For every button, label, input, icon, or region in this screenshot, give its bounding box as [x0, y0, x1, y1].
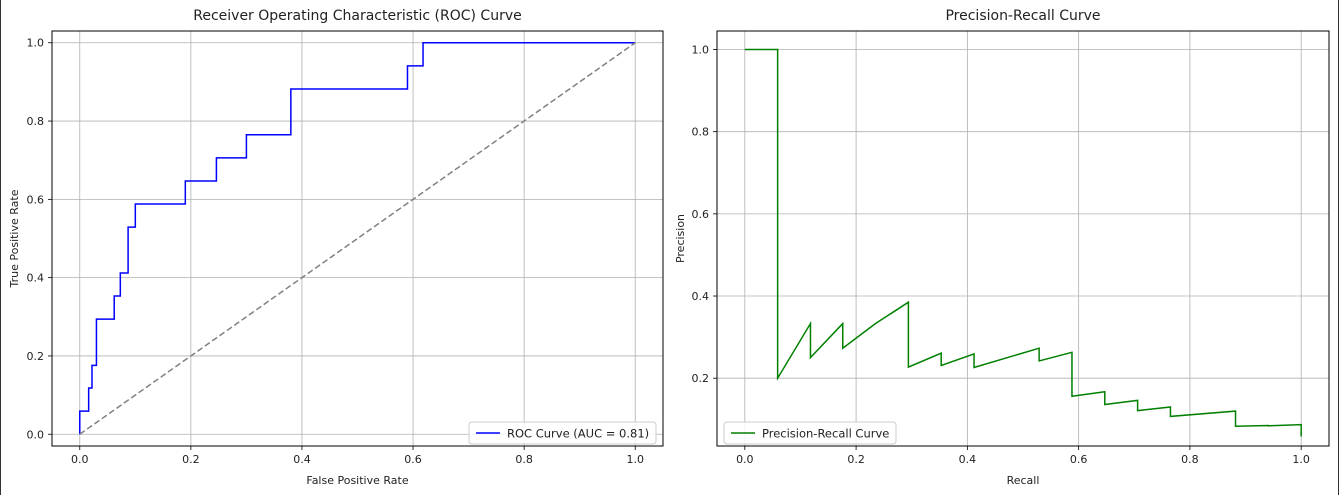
roc-ytick-label: 0.4: [27, 272, 45, 285]
roc-ylabel: True Positive Rate: [8, 189, 21, 288]
pr-ytick-label: 1.0: [692, 43, 710, 56]
pr-legend-label: Precision-Recall Curve: [762, 427, 889, 441]
pr-plot-frame: [717, 31, 1329, 446]
pr-ytick-label: 0.4: [692, 290, 710, 303]
pr-ylabel: Precision: [674, 214, 687, 263]
roc-xtick-label: 0.0: [71, 453, 89, 466]
pr-ytick-label: 0.2: [692, 372, 710, 385]
pr-ytick-label: 0.6: [692, 208, 710, 221]
roc-xtick-label: 0.6: [404, 453, 422, 466]
pr-xtick-label: 0.8: [1181, 453, 1199, 466]
pr-legend: Precision-Recall Curve: [724, 422, 896, 444]
roc-title: Receiver Operating Characteristic (ROC) …: [193, 8, 522, 24]
pr-ytick-label: 0.8: [692, 126, 710, 139]
roc-xtick-label: 0.8: [515, 453, 533, 466]
roc-xtick-label: 0.4: [293, 453, 311, 466]
roc-grid: [52, 31, 663, 446]
roc-ytick-label: 0.2: [27, 350, 45, 363]
roc-ytick-label: 0.6: [27, 193, 45, 206]
roc-ytick-label: 0.8: [27, 115, 45, 128]
pr-title: Precision-Recall Curve: [945, 8, 1100, 24]
pr-xtick-label: 0.6: [1070, 453, 1088, 466]
pr-xtick-label: 0.2: [847, 453, 865, 466]
roc-xtick-label: 0.2: [182, 453, 200, 466]
roc-lines: [80, 43, 635, 435]
roc-legend-label: ROC Curve (AUC = 0.81): [507, 427, 649, 441]
pr-xtick-label: 0.0: [736, 453, 754, 466]
roc-ytick-label: 1.0: [27, 37, 45, 50]
roc-xtick-label: 1.0: [626, 453, 644, 466]
pr-ticks: 0.0 0.2 0.4 0.6 0.8 1.0 0.2 0.4 0.6 0.8 1.0: [692, 43, 1310, 466]
pr-xtick-label: 0.4: [959, 453, 977, 466]
roc-xlabel: False Positive Rate: [306, 474, 408, 487]
pr-xtick-label: 1.0: [1292, 453, 1310, 466]
roc-series-chance-line: [80, 43, 635, 435]
roc-chart: Receiver Operating Characteristic (ROC) …: [8, 8, 663, 487]
pr-xlabel: Recall: [1007, 474, 1040, 487]
roc-ytick-label: 0.0: [27, 428, 45, 441]
pr-grid: [717, 31, 1329, 446]
roc-plot-frame: [52, 31, 663, 446]
roc-legend: ROC Curve (AUC = 0.81): [469, 422, 656, 444]
pr-chart: Precision-Recall Curve 0.0 0.2 0.4 0.6 0.8 1.…: [674, 8, 1329, 487]
